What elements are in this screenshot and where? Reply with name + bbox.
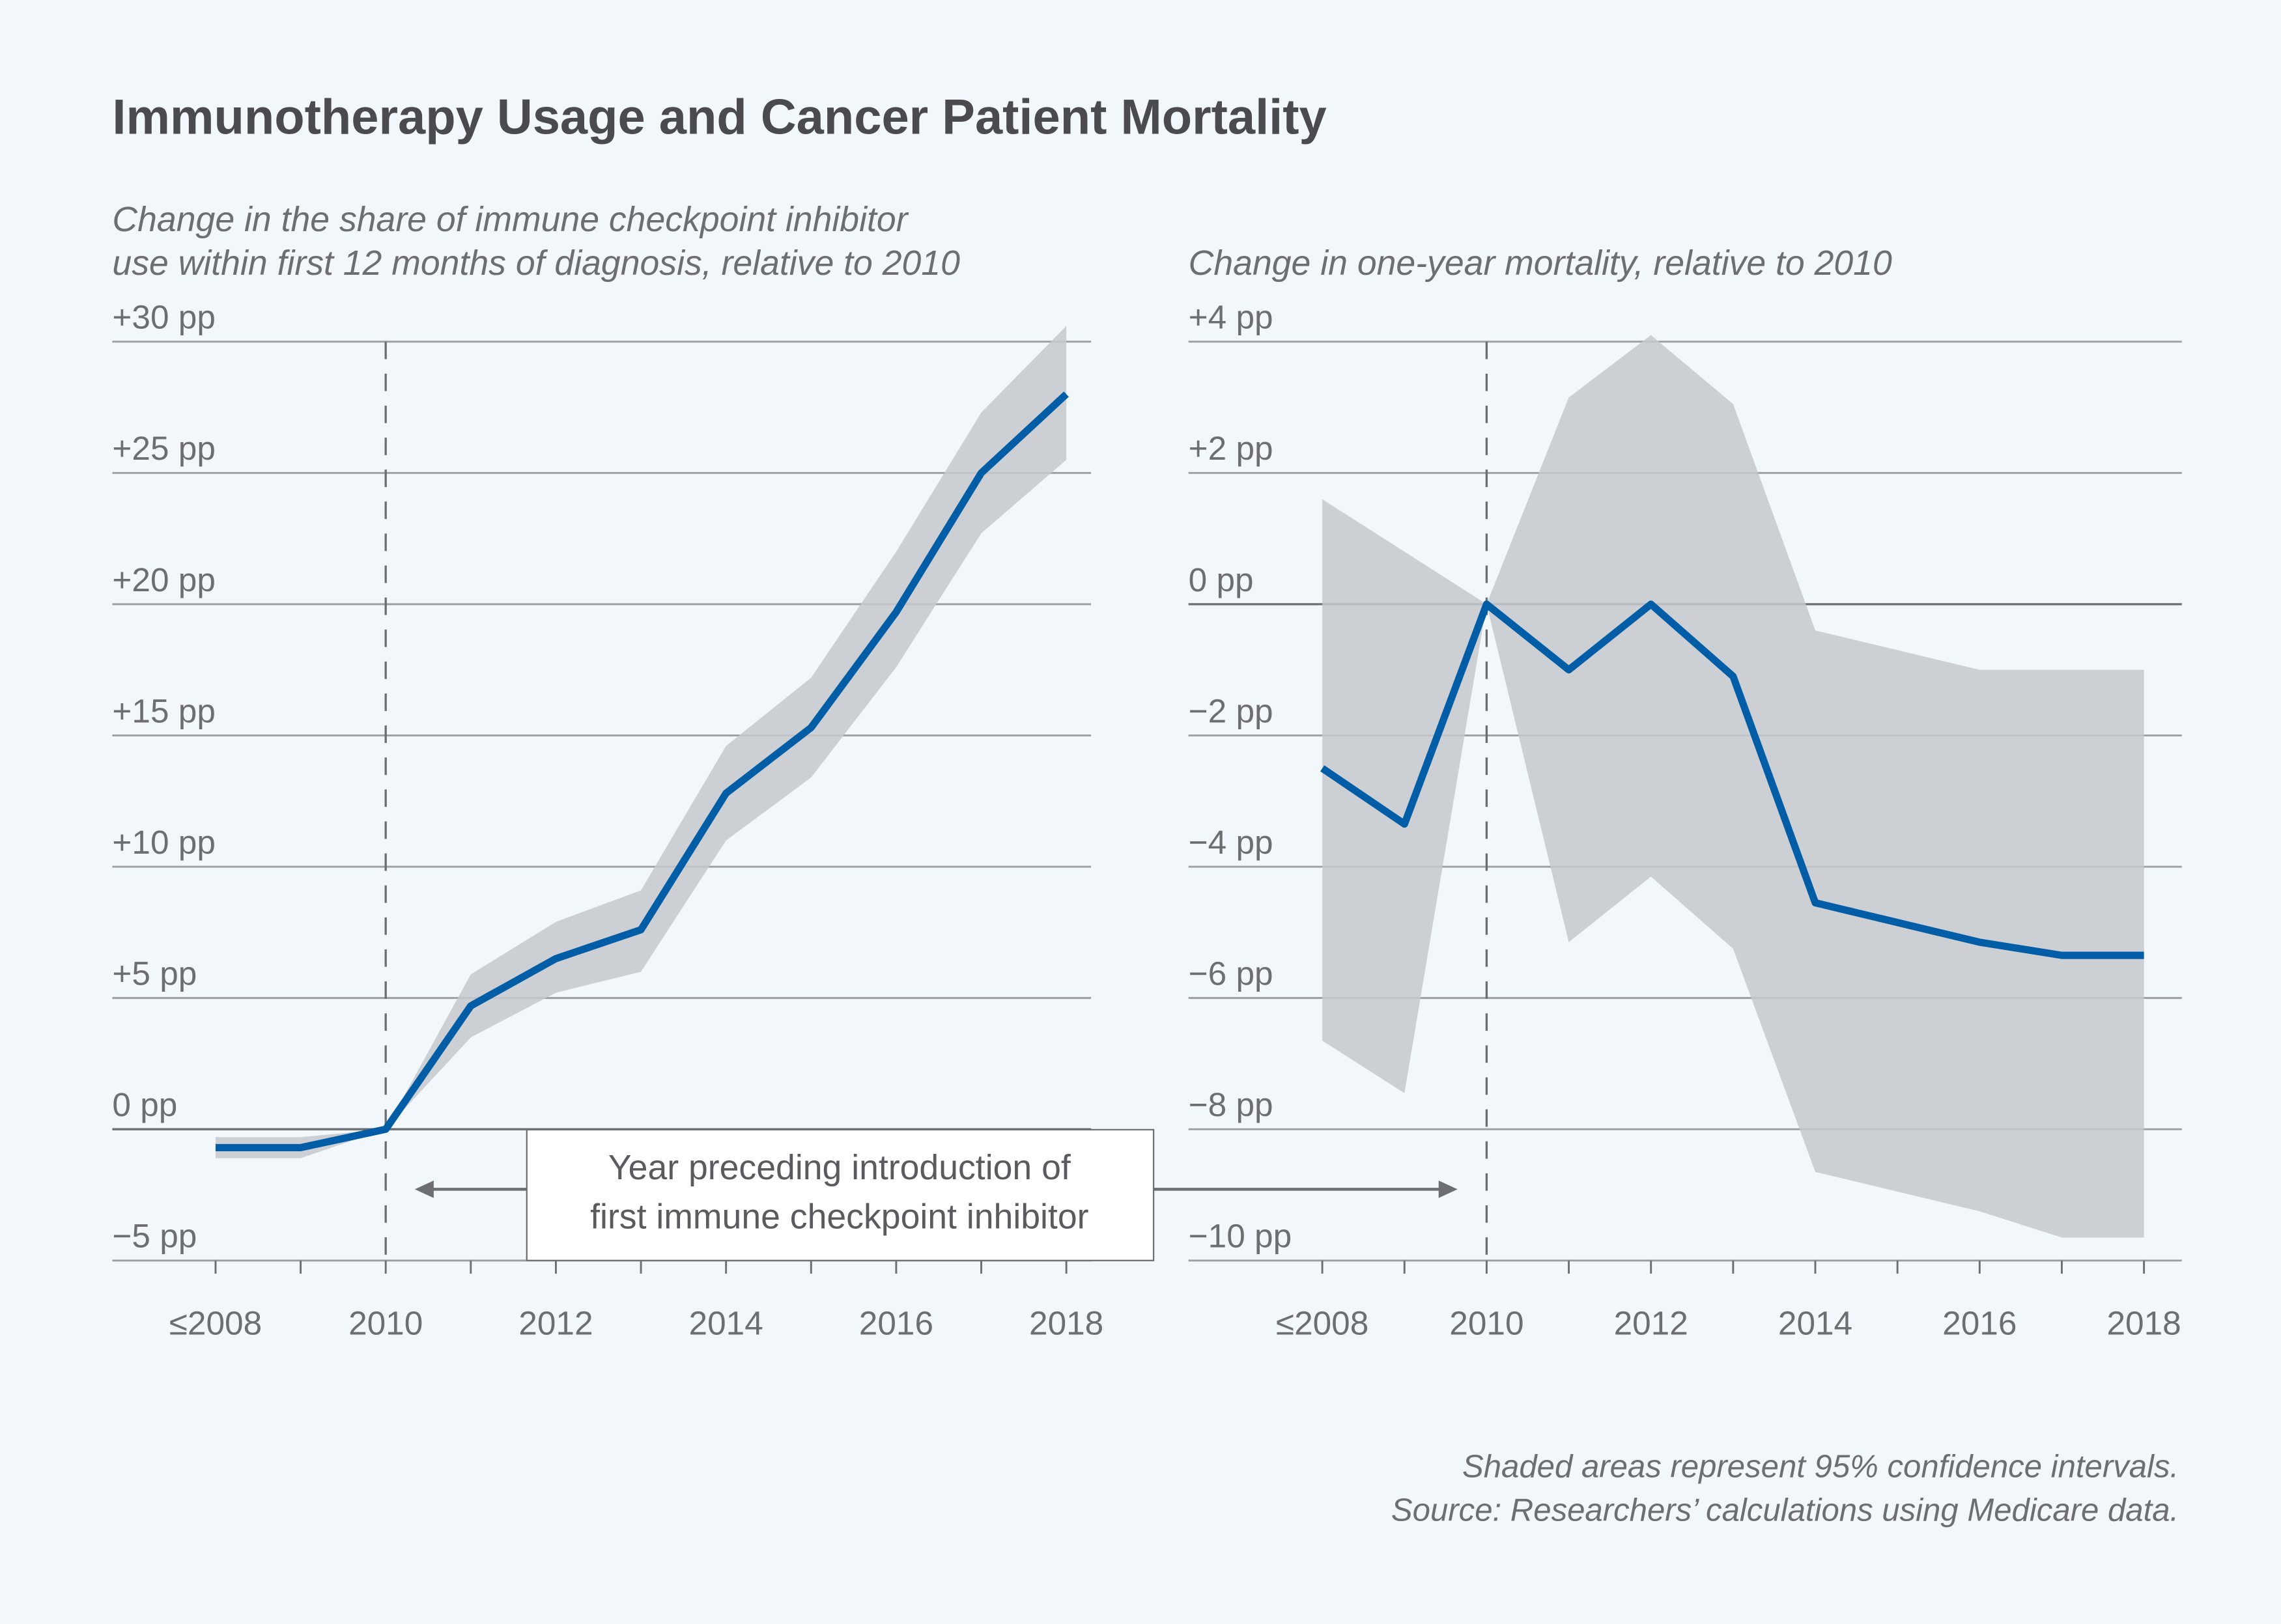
y-tick-label: +30 pp (112, 299, 215, 336)
y-tick-label: −8 pp (1189, 1086, 1273, 1123)
y-tick-label: +2 pp (1189, 430, 1273, 467)
x-tick-label: 2012 (1614, 1305, 1688, 1342)
y-tick-label: 0 pp (1189, 561, 1254, 598)
left-subtitle-line-1: Change in the share of immune checkpoint… (112, 200, 909, 239)
y-tick-label: +25 pp (112, 430, 215, 467)
left-subtitle-line-2: use within first 12 months of diagnosis,… (112, 244, 960, 283)
annotation-line-2: first immune checkpoint inhibitor (590, 1197, 1088, 1237)
y-tick-label: +4 pp (1189, 299, 1273, 336)
annotation-line-1: Year preceding introduction of (608, 1148, 1071, 1187)
y-tick-label: +10 pp (112, 824, 215, 861)
y-tick-label: −4 pp (1189, 824, 1273, 861)
y-tick-label: +15 pp (112, 692, 215, 729)
x-tick-label: 2016 (1942, 1305, 2017, 1342)
y-tick-label: +5 pp (112, 955, 197, 992)
x-tick-label: 2012 (518, 1305, 593, 1342)
x-tick-label: ≤2008 (1276, 1305, 1368, 1342)
x-tick-label: 2010 (1449, 1305, 1523, 1342)
x-tick-label: 2018 (1029, 1305, 1103, 1342)
footnote-ci: Shaded areas represent 95% confidence in… (1462, 1449, 2179, 1484)
y-tick-label: 0 pp (112, 1086, 177, 1123)
left-chart: +30 pp +25 pp +20 pp +15 pp +10 pp +5 pp 0 pp −… (112, 299, 1103, 1342)
x-tick-label: 2014 (1778, 1305, 1852, 1342)
x-tick-label: ≤2008 (169, 1305, 262, 1342)
y-tick-label: −2 pp (1189, 692, 1273, 729)
x-tick-label: 2014 (689, 1305, 763, 1342)
right-chart: +4 pp +2 pp 0 pp −2 pp −4 pp −6 pp −8 pp −10 pp… (1188, 299, 2182, 1342)
footnote-source: Source: Researchers’ calculations using … (1391, 1492, 2179, 1528)
x-tick-label: 2018 (2106, 1305, 2181, 1342)
chart-title: Immunotherapy Usage and Cancer Patient M… (112, 89, 1326, 145)
annotation: Year preceding introduction of first imm… (414, 1128, 1458, 1261)
y-tick-label: −5 pp (112, 1218, 197, 1255)
confidence-band (1322, 335, 2144, 1238)
annotation-box (526, 1128, 1155, 1261)
x-tick-label: 2010 (348, 1305, 423, 1342)
right-subtitle: Change in one-year mortality, relative t… (1189, 244, 1892, 283)
arrow-left-head-icon (414, 1181, 434, 1198)
y-tick-label: −10 pp (1189, 1218, 1292, 1255)
y-tick-label: +20 pp (112, 561, 215, 598)
y-tick-label: −6 pp (1189, 955, 1273, 992)
arrow-right-head-icon (1438, 1181, 1458, 1198)
x-tick-label: 2016 (859, 1305, 933, 1342)
